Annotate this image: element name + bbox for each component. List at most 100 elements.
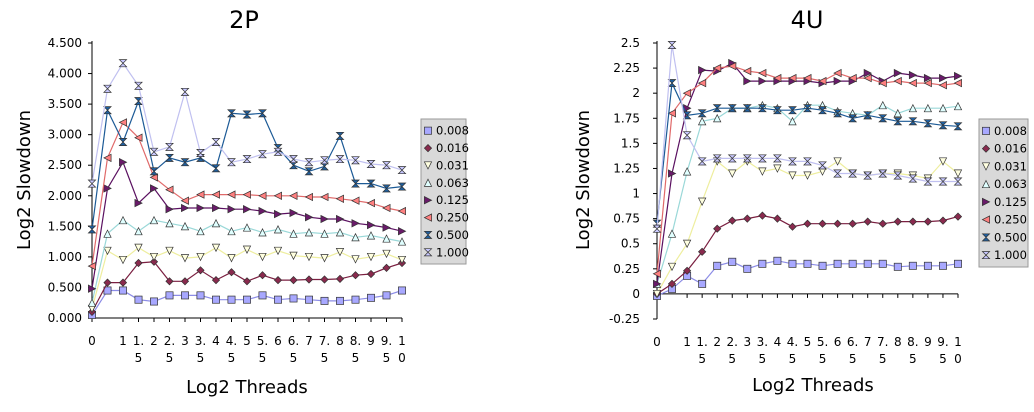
legend-label: 0.016 [994,142,1027,156]
data-point [938,121,948,130]
data-point [211,218,221,228]
y-tick-label: 0.5 [621,237,640,251]
series-0.125 [653,58,963,289]
legend-label: 0.063 [436,176,469,190]
y-tick-label: 0.75 [613,212,640,226]
x-tick-label: 8 [894,335,902,349]
data-point [923,73,933,83]
data-point [227,268,236,277]
data-point [87,179,97,188]
data-point [938,177,948,186]
legend-marker [424,196,433,205]
data-point [833,259,842,268]
data-point [258,109,267,118]
series-line [91,261,403,313]
data-point [134,81,143,90]
y-tick-label: 0 [632,287,640,301]
data-point [243,295,251,304]
data-point [273,246,283,256]
x-tick-label: 5 [698,352,706,366]
x-tick-label: 5 [759,352,767,366]
data-point [335,155,345,164]
data-point [712,154,722,163]
data-point [304,252,314,262]
data-point [134,258,143,268]
legend-marker [982,197,991,207]
data-point [196,252,205,262]
data-point [258,252,267,262]
y-tick-label: 2.000 [48,189,82,203]
data-point [893,262,902,271]
series-0.008 [653,256,962,300]
data-point [397,182,407,191]
x-tick-label: 8. [907,335,918,349]
legend-marker [424,126,432,135]
data-point [698,279,707,288]
data-point [863,68,873,78]
data-point [397,166,407,175]
data-point [697,109,707,118]
series-1.000 [87,59,407,188]
x-tick-label: 4 [212,334,220,348]
x-tick-label: 7 [864,335,872,349]
x-tick-label: 5. [257,334,268,348]
data-point [304,158,314,167]
y-tick-label: -0.25 [609,312,640,326]
series-0.008 [88,286,406,319]
data-point [908,117,918,126]
y-tick-label: 3.500 [48,97,82,111]
legend-label: 0.250 [994,213,1027,227]
data-point [698,65,707,75]
series-0.500 [652,79,963,228]
data-point [938,157,948,166]
y-tick-label: 4.000 [48,67,82,81]
data-point [118,138,128,146]
data-point [788,157,797,166]
data-point [833,169,843,178]
data-point [742,66,752,76]
x-tick-label: 1. [696,335,707,349]
data-point [758,259,767,268]
data-point [923,119,933,128]
data-point [336,214,345,224]
data-point [893,171,903,180]
data-point [667,41,677,49]
data-point [134,243,143,253]
x-tick-label: 3. [757,335,768,349]
y-tick-label: 0.500 [48,280,82,294]
data-point [366,198,375,208]
data-point [727,104,737,113]
legend-marker [423,161,433,170]
data-point [134,97,143,106]
data-point [180,196,189,205]
data-point [181,203,190,213]
x-tick-label: 4. [787,335,798,349]
legend-marker [981,251,991,260]
data-point [165,277,174,286]
data-point [848,259,857,268]
x-tick-label: 0 [398,351,406,365]
data-point [118,215,128,225]
data-point [273,276,283,285]
series-0.500 [87,97,407,234]
legend-marker [981,215,990,224]
data-point [227,158,236,167]
data-point [833,219,842,228]
data-point [196,226,205,236]
y-tick-label: 1.500 [48,219,82,233]
data-point [196,291,205,300]
y-tick-label: 4.500 [48,36,82,50]
legend-label: 1.000 [994,248,1027,262]
data-point [382,249,391,259]
series-0.016 [87,257,407,316]
x-tick-label: 0 [653,335,661,349]
data-point [180,254,190,263]
data-point [953,101,963,111]
x-tick-label: 6. [847,335,858,349]
data-point [289,208,298,218]
data-point [938,216,948,225]
data-point [728,169,737,178]
data-point [149,215,159,225]
data-point [863,171,873,180]
